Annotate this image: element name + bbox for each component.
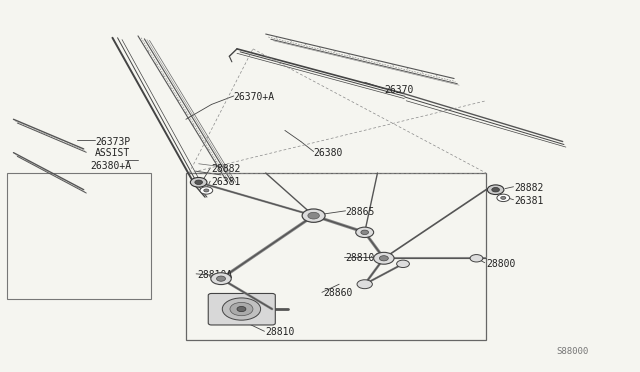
Text: 26370+A: 26370+A <box>234 92 275 102</box>
Circle shape <box>237 307 246 312</box>
Circle shape <box>195 180 202 185</box>
Circle shape <box>492 187 499 192</box>
Circle shape <box>356 227 374 237</box>
Text: 28882: 28882 <box>515 183 544 193</box>
Circle shape <box>470 254 483 262</box>
Text: 28865: 28865 <box>346 207 375 217</box>
Text: 28882: 28882 <box>211 164 241 174</box>
Bar <box>7 173 151 299</box>
Circle shape <box>487 185 504 195</box>
Text: 26370: 26370 <box>384 85 413 94</box>
Text: ASSIST: ASSIST <box>95 148 131 158</box>
Text: 26373M: 26373M <box>95 188 131 198</box>
Circle shape <box>361 230 369 235</box>
Circle shape <box>222 298 260 320</box>
Circle shape <box>230 302 253 316</box>
Text: 26373P: 26373P <box>95 137 131 147</box>
Text: WIPER BLADE REFILLS: WIPER BLADE REFILLS <box>12 235 115 244</box>
Circle shape <box>211 273 231 285</box>
Text: 26381: 26381 <box>211 177 241 187</box>
Text: S88000: S88000 <box>556 347 589 356</box>
Circle shape <box>380 256 388 261</box>
Circle shape <box>500 196 506 199</box>
Text: 28800: 28800 <box>486 259 515 269</box>
Circle shape <box>190 177 207 187</box>
Circle shape <box>216 276 225 281</box>
Text: 26380: 26380 <box>314 148 343 158</box>
Text: 28860: 28860 <box>323 288 353 298</box>
Circle shape <box>397 260 410 267</box>
Circle shape <box>204 189 209 192</box>
Circle shape <box>200 187 212 194</box>
Circle shape <box>308 212 319 219</box>
Circle shape <box>302 209 325 222</box>
Text: DRIVER: DRIVER <box>95 199 131 209</box>
Circle shape <box>357 280 372 289</box>
Text: 28810: 28810 <box>266 327 295 337</box>
Text: 26381: 26381 <box>515 196 544 206</box>
Bar <box>186 173 486 340</box>
Text: 28810A: 28810A <box>197 270 232 280</box>
Circle shape <box>374 252 394 264</box>
Text: 26380+A: 26380+A <box>90 161 131 171</box>
FancyBboxPatch shape <box>208 294 275 325</box>
Circle shape <box>497 194 509 202</box>
Text: 28810A: 28810A <box>346 253 381 263</box>
